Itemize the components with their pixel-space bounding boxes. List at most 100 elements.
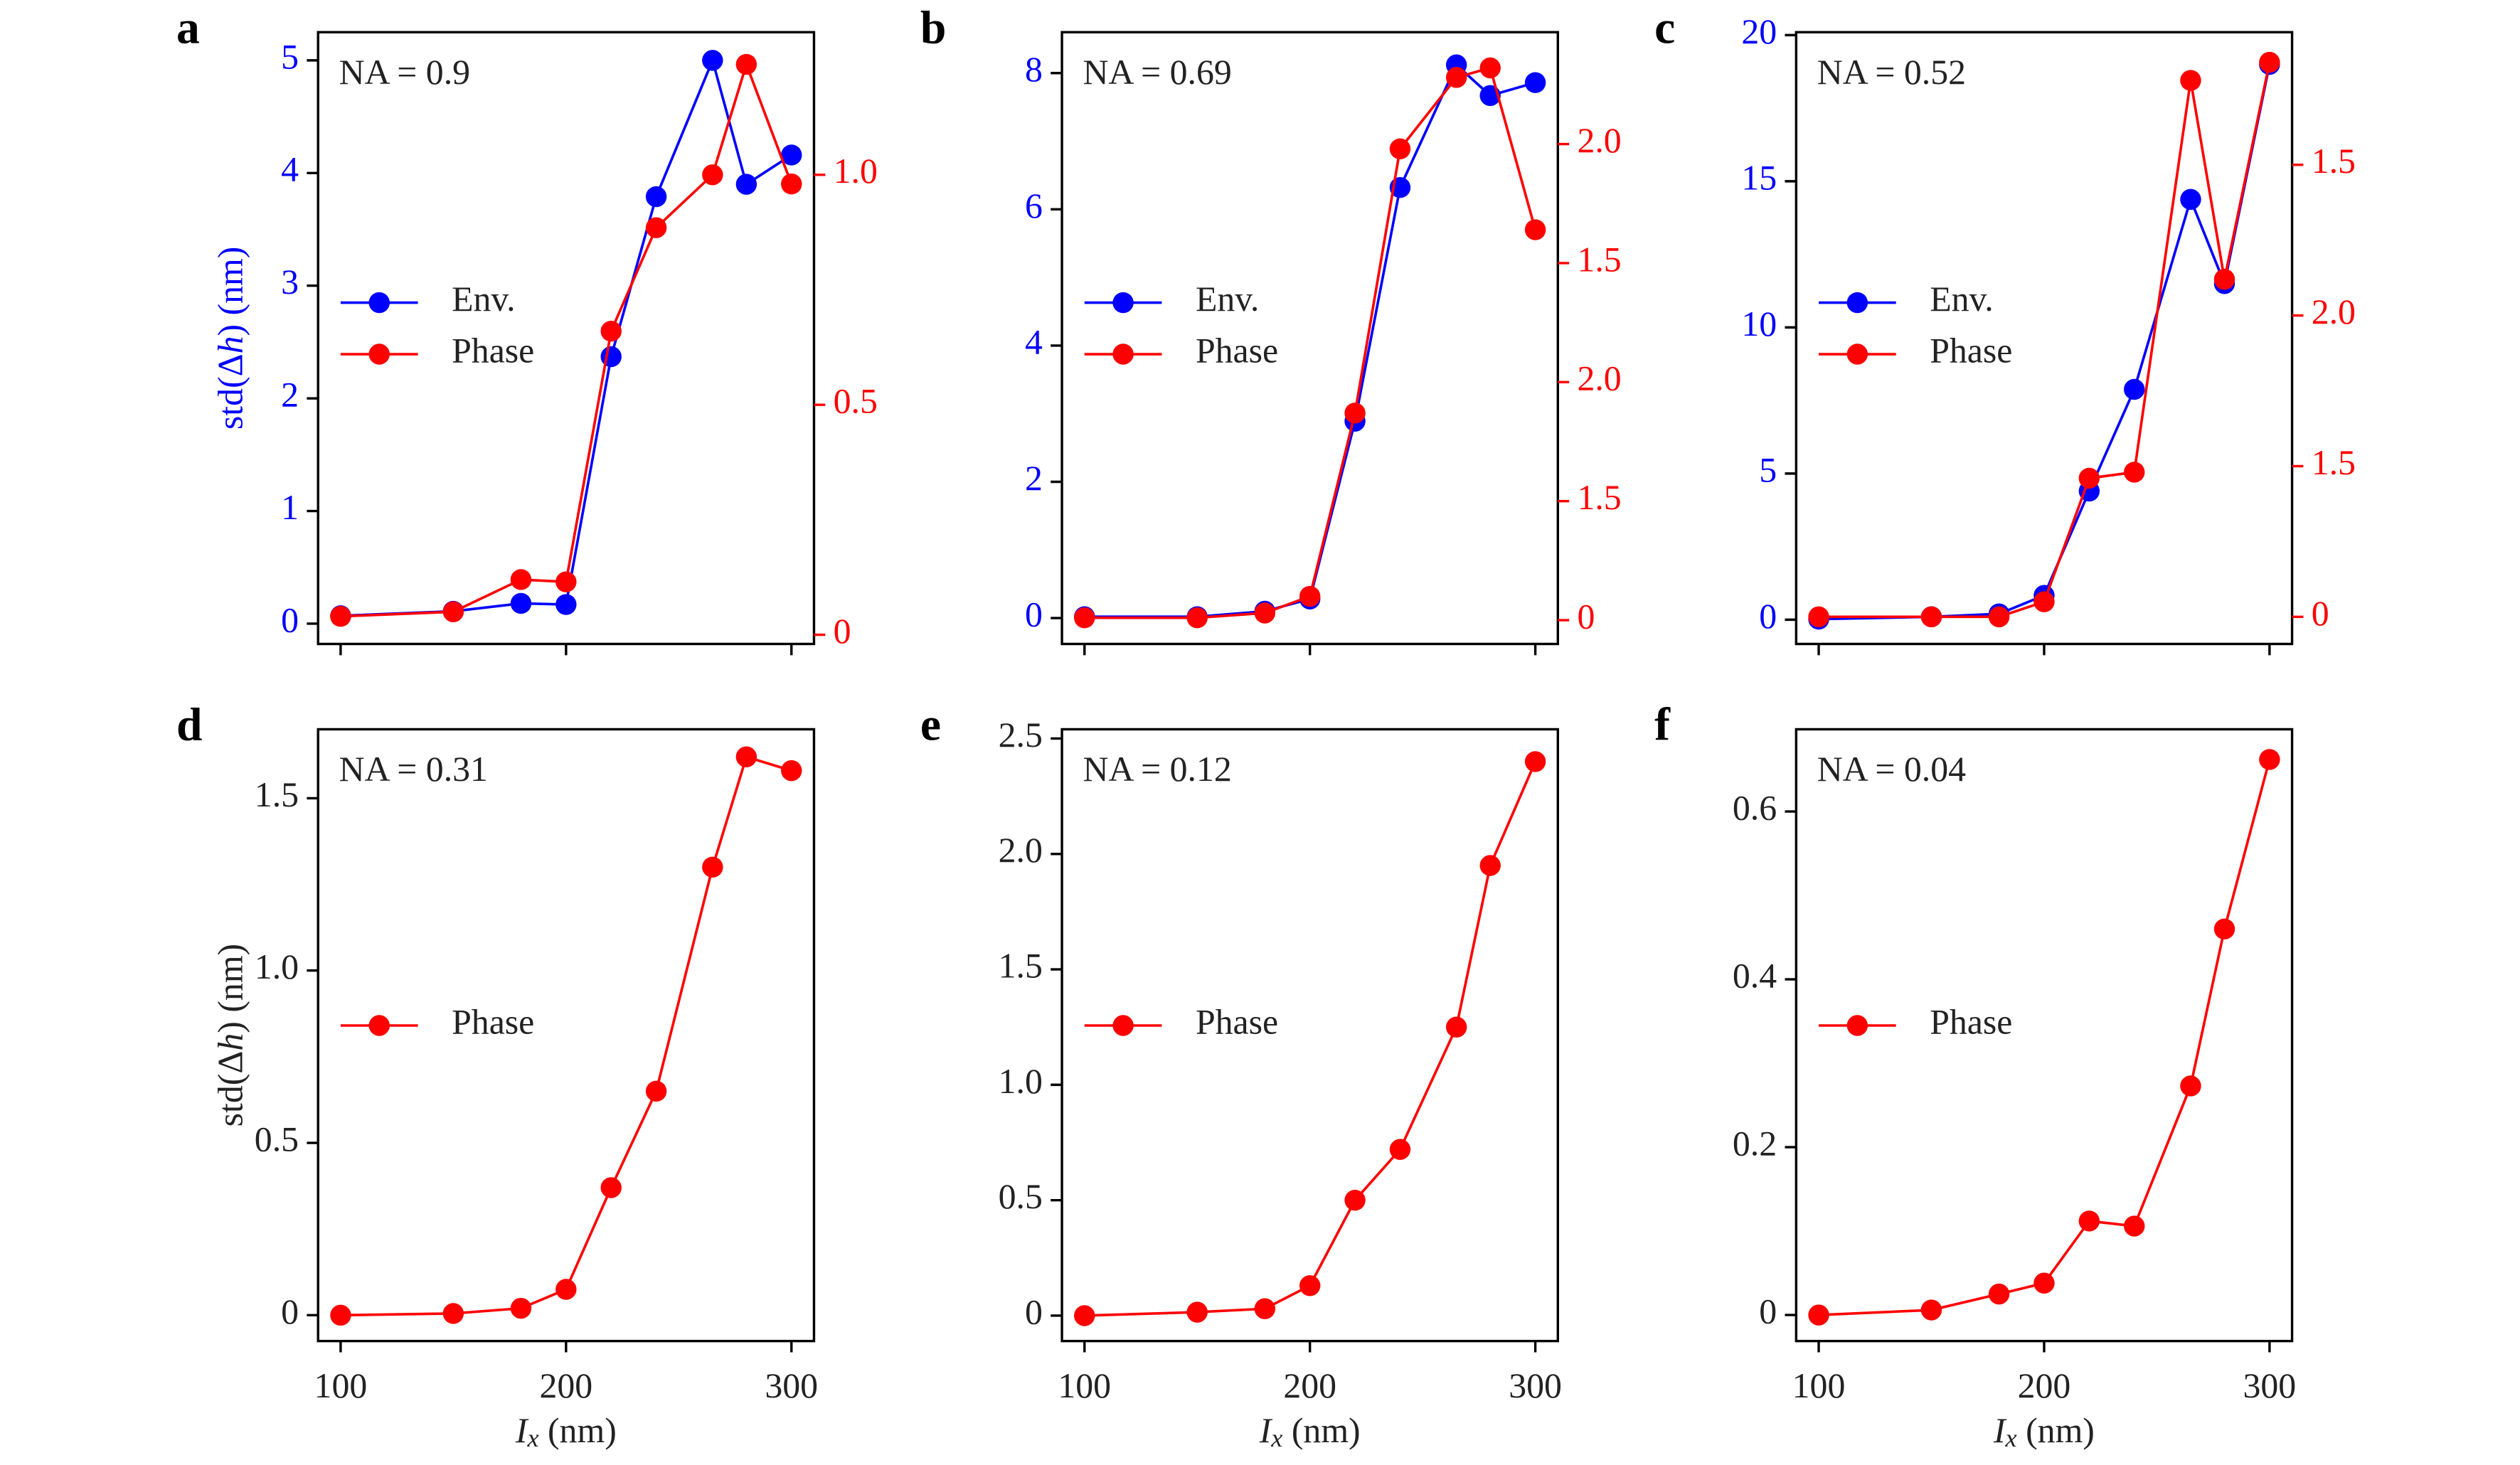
- y2-tick-label: 0: [2312, 594, 2329, 633]
- y-tick-label: 0: [1025, 595, 1043, 634]
- legend-label: Env.: [1196, 279, 1259, 319]
- y-tick-label: 15: [1741, 158, 1777, 197]
- legend-marker: [368, 292, 390, 314]
- y2-tick-label: 1.5: [1577, 478, 1621, 517]
- y-tick-label: 4: [1025, 322, 1043, 361]
- data-point: [2078, 1210, 2100, 1232]
- panel-letter: d: [176, 700, 203, 751]
- data-point: [1524, 219, 1546, 240]
- data-point: [510, 1297, 532, 1319]
- data-point: [1074, 1305, 1095, 1326]
- y-tick-label: 5: [1759, 450, 1777, 489]
- y-axis-label-part: h: [211, 336, 250, 353]
- data-point: [735, 53, 757, 75]
- y2-tick-label: 1.0: [834, 151, 878, 191]
- x-tick-label: 300: [2243, 1366, 2297, 1405]
- data-point: [1445, 1016, 1467, 1038]
- x-tick-label: 200: [539, 1366, 592, 1405]
- data-point: [555, 594, 577, 615]
- panel-letter: b: [920, 2, 947, 53]
- data-point: [735, 746, 757, 767]
- x-tick-label: 200: [2018, 1366, 2071, 1405]
- x-axis-label-part: (nm): [539, 1411, 617, 1450]
- data-point: [555, 1279, 577, 1300]
- data-point: [2259, 749, 2280, 770]
- legend-marker: [368, 343, 390, 365]
- legend-label: Phase: [1930, 331, 2012, 370]
- data-point: [2033, 591, 2055, 612]
- y-tick-label: 1.5: [255, 775, 299, 814]
- y-tick-label: 2: [281, 375, 299, 415]
- y2-tick-label: 0: [834, 612, 851, 651]
- data-point: [1254, 602, 1276, 624]
- data-point: [1920, 1299, 1942, 1321]
- legend-label: Phase: [452, 1002, 534, 1041]
- data-point: [2180, 70, 2201, 91]
- panel-letter: a: [176, 2, 200, 53]
- x-axis-label-part: I: [1993, 1411, 2007, 1450]
- y-axis-label-part: h: [211, 1033, 250, 1051]
- y-tick-label: 3: [281, 262, 299, 302]
- annotation: NA = 0.52: [1817, 53, 1966, 92]
- y-tick-label: 0: [1025, 1292, 1043, 1331]
- data-point: [735, 174, 757, 195]
- legend-marker: [368, 1015, 390, 1036]
- legend-label: Env.: [1930, 279, 1993, 319]
- annotation: NA = 0.9: [339, 53, 470, 92]
- data-point: [555, 571, 577, 592]
- axes-frame: [1795, 31, 2294, 646]
- legend-marker: [1112, 343, 1134, 365]
- y-tick-label: 0.6: [1733, 789, 1777, 828]
- y2-tick-label: 1.5: [2312, 443, 2356, 482]
- y-tick-label: 5: [281, 37, 299, 76]
- legend-marker: [1846, 1015, 1868, 1036]
- data-point: [2180, 1075, 2201, 1097]
- axes-frame: [1060, 31, 1559, 646]
- y-tick-label: 1: [281, 488, 299, 527]
- y-tick-label: 0.5: [999, 1177, 1043, 1216]
- annotation: NA = 0.31: [339, 750, 488, 789]
- data-point: [1074, 607, 1095, 629]
- x-tick-label: 100: [1792, 1366, 1846, 1405]
- y-axis-label: std(Δh) (nm): [211, 247, 250, 430]
- data-point: [442, 1303, 464, 1324]
- y-tick-label: 0: [1759, 597, 1777, 636]
- data-point: [2033, 1272, 2055, 1294]
- y-tick-label: 0.5: [255, 1119, 299, 1158]
- data-point: [702, 164, 723, 186]
- axes-frame: [317, 728, 816, 1343]
- y-axis-label-part: std(Δ: [211, 1051, 250, 1127]
- panel-letter: e: [920, 700, 941, 751]
- x-axis-label-part: I: [515, 1411, 529, 1450]
- y-tick-label: 4: [281, 150, 299, 189]
- axes-frame: [1795, 728, 2294, 1343]
- data-point: [781, 173, 802, 195]
- x-axis-label-part: (nm): [2017, 1411, 2095, 1450]
- data-point: [702, 856, 723, 878]
- data-point: [1988, 606, 2010, 628]
- data-point: [600, 1177, 622, 1198]
- y2-tick-label: 2.0: [2312, 292, 2356, 331]
- legend-marker: [1112, 1015, 1134, 1036]
- y-tick-label: 6: [1025, 186, 1043, 225]
- data-point: [1920, 606, 1942, 628]
- y-tick-label: 1.0: [255, 947, 299, 986]
- data-point: [1299, 585, 1321, 607]
- y-tick-label: 0: [281, 600, 299, 639]
- series-line: [1084, 63, 1536, 618]
- series-line: [1819, 62, 2271, 619]
- y2-tick-label: 0.5: [834, 382, 878, 421]
- data-point: [645, 1080, 667, 1102]
- y-axis-label: std(Δh) (nm): [211, 944, 250, 1126]
- data-point: [600, 346, 622, 368]
- series-line: [1818, 759, 2271, 1316]
- data-point: [2213, 269, 2235, 290]
- x-axis-label-part: x: [526, 1424, 538, 1452]
- legend-label: Phase: [452, 331, 534, 370]
- series-line: [340, 60, 793, 618]
- y-tick-label: 2: [1025, 459, 1043, 498]
- y2-tick-label: 1.5: [1577, 240, 1621, 279]
- y-tick-label: 8: [1025, 50, 1043, 89]
- data-point: [442, 601, 464, 622]
- x-tick-label: 100: [314, 1366, 368, 1405]
